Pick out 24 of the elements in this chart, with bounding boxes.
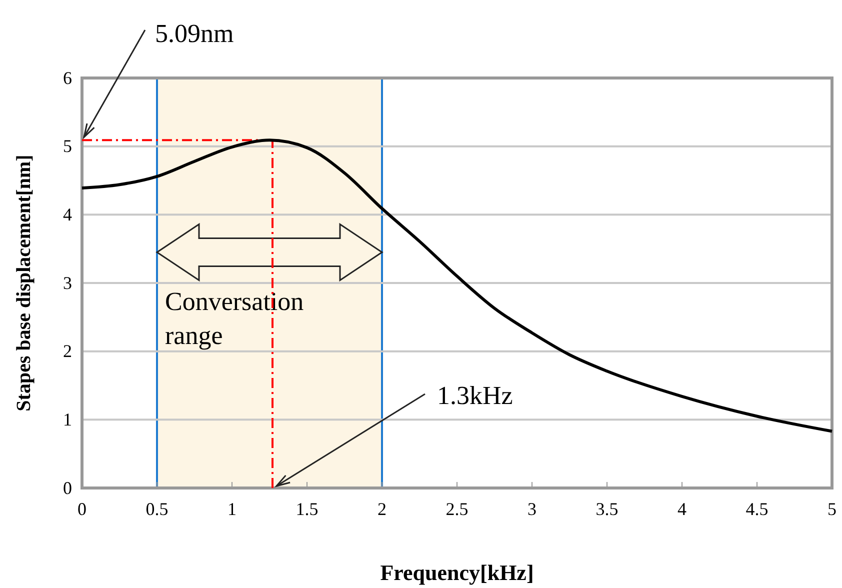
y-tick-label: 5: [63, 136, 72, 156]
x-tick-label: 0: [78, 498, 86, 519]
ref-line-label: 5.09nm: [155, 19, 234, 48]
line-series: [80, 138, 834, 433]
x-tick-label: 1: [228, 498, 236, 519]
x-axis-title: Frequency[kHz]: [380, 560, 534, 585]
ref-line-label: 1.3kHz: [437, 381, 513, 410]
x-tick-label: 3.5: [596, 498, 618, 519]
y-tick-label: 2: [63, 341, 72, 362]
x-tick-label: 2: [378, 498, 386, 519]
x-tick-label: 2.5: [446, 498, 468, 519]
y-tick-label: 3: [63, 272, 72, 293]
y-tick-label: 6: [63, 68, 72, 88]
x-tick-label: 3: [528, 498, 536, 519]
band-label: Conversation range: [165, 287, 304, 350]
y-tick-label: 4: [63, 204, 72, 224]
x-tick-label: 4.5: [746, 498, 768, 519]
y-tick-label: 0: [63, 478, 72, 498]
x-tick-label: 1.5: [296, 498, 318, 519]
x-tick-label: 4: [678, 498, 686, 519]
y-axis-title: Stapes base displacement[nm]: [13, 154, 35, 412]
x-tick-label: 5: [828, 498, 836, 519]
x-tick-label: 0.5: [146, 498, 168, 519]
y-tick-label: 1: [63, 409, 72, 430]
